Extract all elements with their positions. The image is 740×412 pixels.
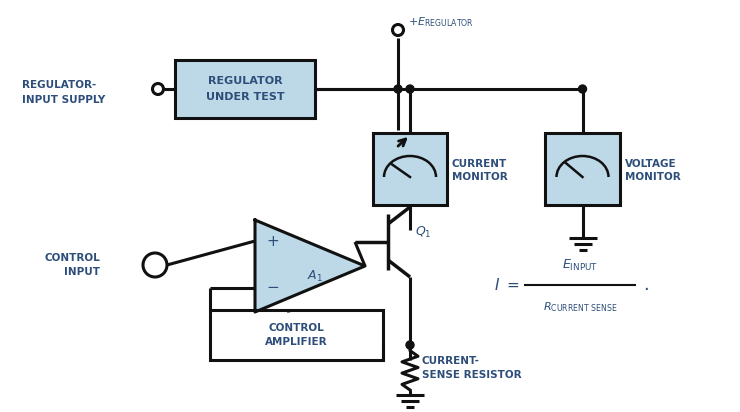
Polygon shape xyxy=(255,220,365,312)
Text: INPUT: INPUT xyxy=(64,267,100,277)
Circle shape xyxy=(406,341,414,349)
Circle shape xyxy=(392,24,403,35)
Bar xyxy=(175,60,315,118)
Text: INPUT SUPPLY: INPUT SUPPLY xyxy=(22,95,105,105)
Text: $I\ =\ $: $I\ =\ $ xyxy=(494,277,520,293)
Text: CONTROL: CONTROL xyxy=(269,323,324,333)
Text: .: . xyxy=(643,276,649,294)
Text: REGULATOR: REGULATOR xyxy=(208,76,283,86)
Text: −: − xyxy=(266,281,280,295)
Text: CURRENT: CURRENT xyxy=(452,159,507,169)
Text: $Q_1$: $Q_1$ xyxy=(415,225,431,239)
Circle shape xyxy=(143,253,167,277)
Bar xyxy=(545,133,620,205)
Text: $A_1$: $A_1$ xyxy=(307,269,323,283)
Circle shape xyxy=(152,84,164,94)
Text: MONITOR: MONITOR xyxy=(625,172,681,182)
Circle shape xyxy=(148,258,162,272)
Text: SENSE RESISTOR: SENSE RESISTOR xyxy=(422,370,522,379)
Text: $+E_{\rm REGULATOR}$: $+E_{\rm REGULATOR}$ xyxy=(408,15,474,29)
FancyArrowPatch shape xyxy=(398,139,406,146)
Text: CURRENT-: CURRENT- xyxy=(422,356,480,365)
Bar xyxy=(210,310,383,360)
Text: $R_{\mathrm{CURRENT\ SENSE}}$: $R_{\mathrm{CURRENT\ SENSE}}$ xyxy=(542,300,617,314)
Text: $E_{\mathrm{INPUT}}$: $E_{\mathrm{INPUT}}$ xyxy=(562,258,598,273)
Text: CONTROL: CONTROL xyxy=(44,253,100,263)
Text: REGULATOR-: REGULATOR- xyxy=(22,80,96,90)
Text: MONITOR: MONITOR xyxy=(452,172,508,182)
Circle shape xyxy=(394,85,402,93)
Circle shape xyxy=(406,85,414,93)
Circle shape xyxy=(579,85,587,93)
Bar xyxy=(373,133,447,205)
Text: +: + xyxy=(266,234,280,248)
Text: AMPLIFIER: AMPLIFIER xyxy=(265,337,328,347)
Text: VOLTAGE: VOLTAGE xyxy=(625,159,676,169)
Text: UNDER TEST: UNDER TEST xyxy=(206,92,284,102)
